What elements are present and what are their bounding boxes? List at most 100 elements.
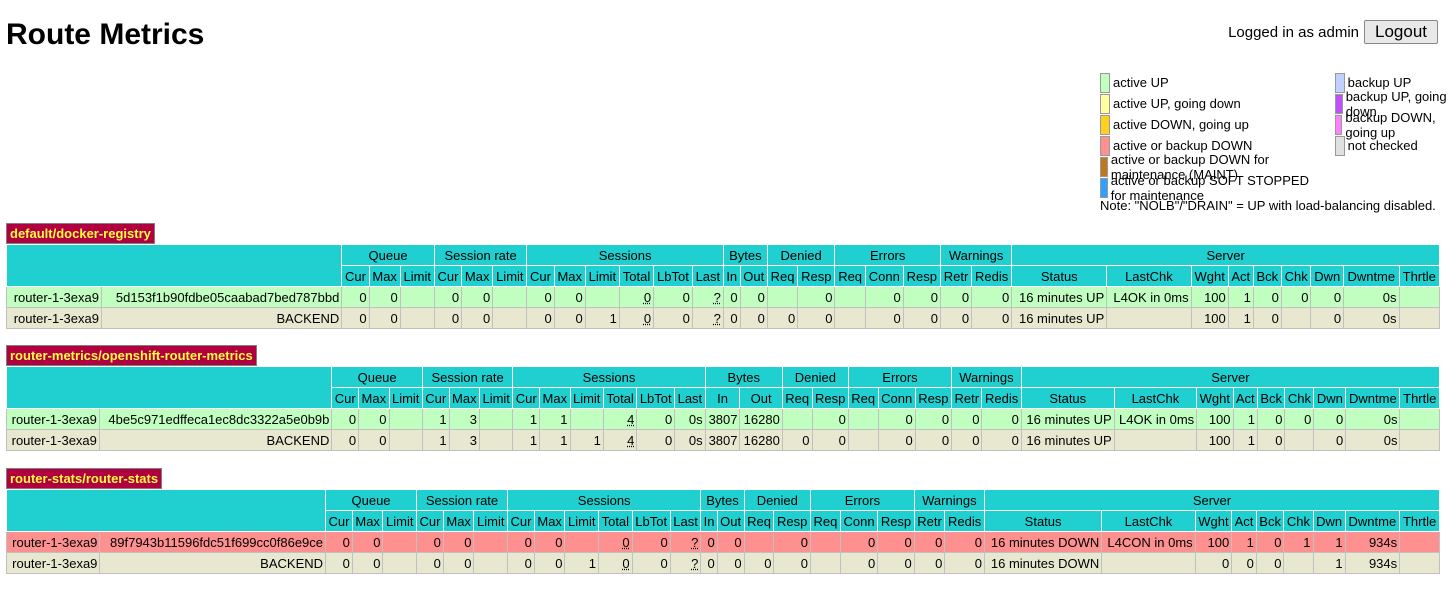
stat-cell: 0 bbox=[351, 552, 384, 574]
server-name[interactable]: router-1-3exa9 bbox=[6, 307, 102, 329]
stat-cell: 0 bbox=[700, 531, 718, 553]
column-header: Resp bbox=[773, 510, 812, 532]
proxy-name[interactable]: router-metrics/openshift-router-metrics bbox=[6, 345, 257, 366]
server-name[interactable]: router-1-3exa9 bbox=[6, 408, 100, 430]
proxy-name[interactable]: router-stats/router-stats bbox=[6, 468, 163, 489]
stat-cell: 1 bbox=[421, 429, 450, 451]
stat-value: 0 bbox=[622, 534, 630, 550]
column-header: Act bbox=[1227, 265, 1254, 287]
legend-item: backup UP bbox=[1334, 72, 1448, 93]
server-name[interactable]: router-1-3exa9 bbox=[6, 286, 102, 308]
stat-value: 0 bbox=[622, 555, 630, 571]
stat-cell: 0 bbox=[631, 552, 671, 574]
stat-cell bbox=[810, 531, 841, 553]
stat-cell: 0 bbox=[636, 429, 676, 451]
legend-swatch bbox=[1100, 135, 1110, 156]
column-header: Req bbox=[781, 387, 813, 409]
header-blank bbox=[5, 366, 333, 409]
stat-cell bbox=[1113, 429, 1198, 451]
stat-cell: 0 bbox=[507, 531, 535, 553]
stat-cell: 16 minutes UP bbox=[1020, 429, 1115, 451]
stat-cell: 0 bbox=[811, 429, 849, 451]
legend-label: backup DOWN, going up bbox=[1345, 109, 1436, 140]
column-header: LastChk bbox=[1106, 265, 1192, 287]
group-header: Session rate bbox=[421, 366, 514, 388]
stat-cell: 1 bbox=[512, 429, 541, 451]
stat-cell: 0 bbox=[533, 531, 566, 553]
stat-cell: 1 bbox=[584, 307, 620, 329]
group-header: Bytes bbox=[722, 244, 768, 266]
legend-label: backup UP, going down bbox=[1345, 88, 1447, 119]
stat-cell: 1 bbox=[539, 408, 571, 430]
legend-item: active or backup SOFT STOPPED for mainte… bbox=[1100, 173, 1323, 203]
proxy-section: default/docker-registry Queue Session rate… bbox=[5, 223, 1440, 329]
legend-label: active UP bbox=[1113, 75, 1169, 90]
stat-cell: 0 bbox=[1310, 286, 1345, 308]
stat-value: 4 bbox=[627, 411, 635, 427]
stat-cell: 0 bbox=[1284, 408, 1315, 430]
group-header-row: Queue Session rate Sessions Bytes Denied Erro… bbox=[5, 366, 1441, 409]
column-header: Resp bbox=[811, 387, 849, 409]
stat-cell bbox=[564, 531, 600, 553]
column-header: Dwn bbox=[1312, 510, 1346, 532]
column-header: Status bbox=[983, 510, 1103, 532]
stat-cell: 0 bbox=[739, 307, 768, 329]
column-header: Bck bbox=[1256, 387, 1286, 409]
proxy-name[interactable]: default/docker-registry bbox=[6, 223, 155, 244]
stat-value: 0 bbox=[643, 310, 652, 326]
stat-cell bbox=[478, 408, 514, 430]
stat-cell: 3 bbox=[448, 429, 481, 451]
stat-cell: 0 bbox=[1256, 429, 1286, 451]
column-header: Out bbox=[716, 510, 745, 532]
stat-cell: 0 bbox=[951, 429, 983, 451]
group-header: Errors bbox=[810, 489, 915, 511]
stat-cell: 1 bbox=[1232, 408, 1259, 430]
backend-row: router-1-3exa9 BACKEND 0 0 0 0 0 0 1 0 0? 0 0 0 0 0 0 0 0 1… bbox=[6, 307, 1440, 329]
stat-cell: 0 bbox=[944, 531, 985, 553]
stat-cell bbox=[847, 429, 879, 451]
stat-cell: 0 bbox=[598, 531, 633, 553]
server-name[interactable]: router-1-3exa9 bbox=[5, 552, 101, 574]
stat-cell: 0 bbox=[1256, 408, 1286, 430]
stat-cell: 0 bbox=[981, 408, 1022, 430]
stat-cell: 0 bbox=[1313, 408, 1347, 430]
group-header: Server bbox=[1011, 244, 1440, 266]
stat-cell: 0s bbox=[1345, 429, 1401, 451]
stat-cell bbox=[847, 408, 879, 430]
stat-cell: 0 bbox=[864, 286, 904, 308]
server-row: router-1-3exa9 5d153f1b90fdbe05caabad7bed… bbox=[6, 286, 1440, 308]
legend-item: not checked bbox=[1334, 135, 1448, 156]
stat-cell: 1 bbox=[1312, 552, 1346, 574]
stat-value: 0 bbox=[643, 289, 652, 305]
stat-cell: 0 bbox=[914, 408, 953, 430]
server-name[interactable]: router-1-3exa9 bbox=[5, 531, 101, 553]
logout-button[interactable]: Logout bbox=[1364, 20, 1438, 44]
column-header: Limit bbox=[492, 265, 528, 287]
column-header: Out bbox=[739, 265, 768, 287]
legend-item: active or backup DOWN bbox=[1100, 135, 1323, 156]
stat-cell: 0 bbox=[1255, 531, 1285, 553]
column-header: Cur bbox=[325, 510, 353, 532]
column-header: Max bbox=[442, 510, 475, 532]
column-header: Max bbox=[368, 265, 401, 287]
column-header: Cur bbox=[416, 510, 444, 532]
stat-cell bbox=[1280, 307, 1312, 329]
column-header: Cur bbox=[433, 265, 463, 287]
stat-cell bbox=[584, 286, 620, 308]
column-header: Req bbox=[847, 387, 879, 409]
page-title: Route Metrics bbox=[6, 18, 205, 51]
stat-cell: 0 bbox=[773, 531, 812, 553]
column-header: Act bbox=[1231, 510, 1257, 532]
legend-column-backup: backup UP backup UP, going down backup DOW… bbox=[1334, 72, 1448, 198]
legend-label: not checked bbox=[1347, 138, 1418, 153]
group-header: Queue bbox=[331, 366, 423, 388]
stat-cell: 3807 bbox=[704, 408, 741, 430]
stat-cell bbox=[399, 286, 435, 308]
stat-cell: 0 bbox=[526, 286, 555, 308]
server-name[interactable]: router-1-3exa9 bbox=[6, 429, 100, 451]
stat-cell: 3 bbox=[448, 408, 481, 430]
stat-cell: 0 bbox=[902, 286, 941, 308]
stat-cell bbox=[834, 307, 866, 329]
column-header: Cur bbox=[526, 265, 555, 287]
column-header: Dwntme bbox=[1345, 387, 1401, 409]
